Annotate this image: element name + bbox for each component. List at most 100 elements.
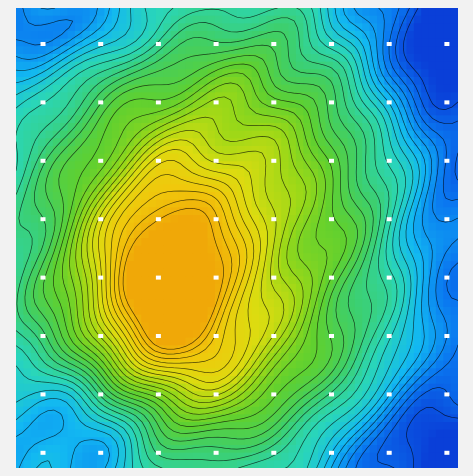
field-cell — [155, 253, 164, 262]
field-cell — [399, 207, 408, 216]
field-cell — [200, 322, 209, 331]
field-cell — [435, 100, 444, 109]
field-cell — [244, 54, 253, 63]
field-cell — [318, 399, 326, 408]
field-cell — [45, 184, 54, 193]
field-cell — [119, 437, 128, 446]
field-cell — [222, 23, 231, 32]
field-cell — [119, 376, 128, 385]
field-cell — [310, 138, 319, 147]
field-cell — [237, 391, 245, 400]
field-cell — [222, 207, 231, 216]
field-cell — [207, 376, 216, 385]
field-cell — [74, 23, 83, 32]
field-cell — [89, 452, 98, 461]
field-cell — [303, 299, 312, 308]
field-cell — [281, 192, 290, 201]
field-cell — [450, 383, 458, 392]
field-cell — [273, 69, 282, 78]
field-cell — [104, 169, 113, 178]
field-cell — [443, 253, 452, 262]
field-cell — [60, 54, 69, 63]
field-cell — [119, 460, 128, 468]
field-cell — [163, 261, 172, 270]
field-cell — [237, 284, 245, 293]
field-cell — [428, 429, 437, 438]
field-cell — [119, 230, 128, 239]
field-cell — [251, 414, 260, 423]
field-cell — [60, 383, 69, 392]
field-cell — [435, 84, 444, 93]
field-cell — [207, 215, 216, 224]
field-cell — [362, 130, 371, 139]
field-cell — [30, 422, 39, 431]
field-cell — [244, 61, 253, 70]
field-cell — [214, 245, 223, 254]
field-cell — [413, 376, 422, 385]
field-cell — [251, 153, 260, 162]
field-cell — [237, 31, 245, 40]
field-cell — [111, 146, 120, 155]
field-cell — [148, 253, 157, 262]
field-cell — [148, 130, 157, 139]
field-cell — [52, 314, 61, 323]
field-cell — [185, 291, 194, 300]
field-cell — [413, 138, 422, 147]
field-cell — [170, 276, 179, 285]
field-cell — [30, 360, 39, 369]
field-cell — [376, 146, 385, 155]
field-cell — [38, 230, 47, 239]
field-cell — [435, 207, 444, 216]
field-cell — [354, 31, 363, 40]
field-cell — [303, 207, 312, 216]
field-cell — [133, 322, 142, 331]
field-cell — [200, 406, 209, 415]
field-cell — [325, 130, 334, 139]
field-cell — [325, 222, 334, 231]
field-cell — [376, 452, 385, 461]
field-cell — [347, 8, 356, 17]
field-cell — [155, 207, 164, 216]
field-cell — [222, 383, 231, 392]
field-cell — [244, 452, 253, 461]
field-cell — [354, 284, 363, 293]
field-cell — [111, 383, 120, 392]
field-cell — [163, 322, 172, 331]
field-cell — [170, 422, 179, 431]
field-cell — [288, 345, 297, 354]
field-cell — [318, 100, 326, 109]
field-cell — [104, 130, 113, 139]
field-cell — [82, 153, 91, 162]
field-cell — [74, 314, 83, 323]
field-cell — [89, 207, 98, 216]
field-cell — [214, 452, 223, 461]
field-cell — [23, 222, 32, 231]
field-cell — [391, 460, 400, 468]
field-cell — [332, 138, 341, 147]
field-cell — [288, 115, 297, 124]
field-cell — [288, 245, 297, 254]
field-cell — [97, 115, 105, 124]
field-cell — [237, 84, 245, 93]
field-cell — [273, 337, 282, 346]
field-cell — [200, 54, 209, 63]
field-cell — [421, 314, 430, 323]
field-cell — [119, 215, 128, 224]
field-cell — [16, 360, 24, 369]
field-cell — [38, 383, 47, 392]
field-cell — [273, 345, 282, 354]
field-cell — [266, 192, 275, 201]
field-cell — [30, 15, 39, 24]
field-cell — [45, 107, 54, 116]
field-cell — [295, 429, 304, 438]
field-cell — [384, 123, 393, 132]
field-cell — [222, 153, 231, 162]
field-cell — [362, 207, 371, 216]
field-cell — [281, 238, 290, 247]
field-cell — [273, 192, 282, 201]
field-cell — [185, 284, 194, 293]
field-cell — [192, 61, 201, 70]
field-cell — [133, 414, 142, 423]
field-cell — [67, 161, 76, 170]
field-cell — [384, 268, 393, 277]
